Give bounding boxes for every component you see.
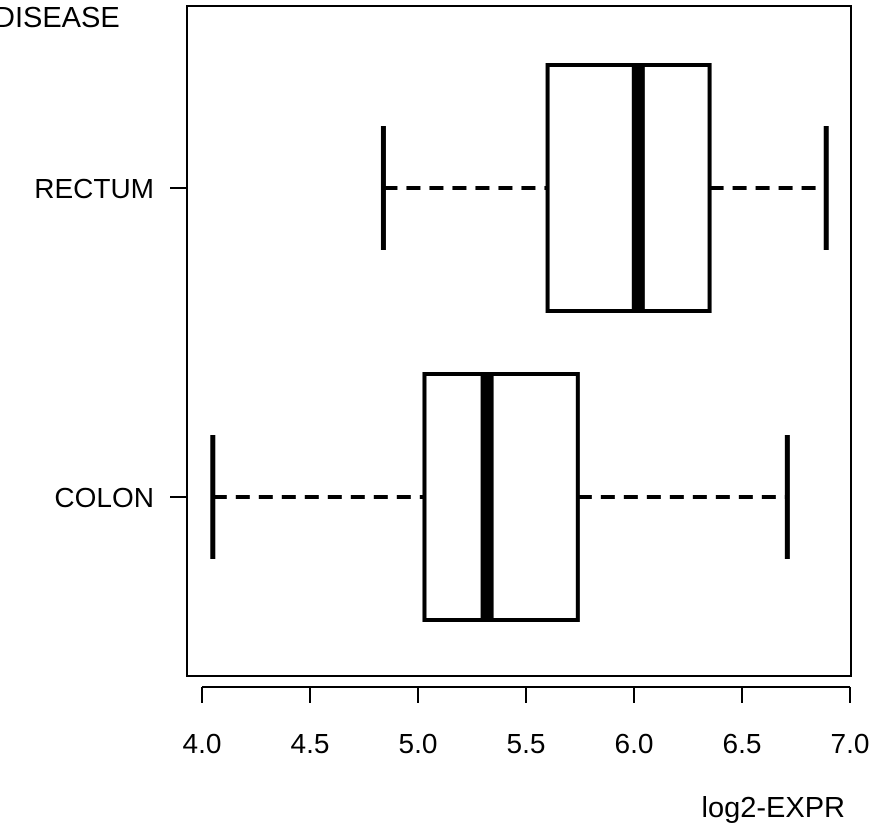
chart-title: DISEASE (0, 2, 120, 34)
iqr-box-rectum (545, 63, 712, 313)
x-tick-label: 6.0 (615, 728, 654, 759)
box-group (210, 63, 829, 622)
x-tick-label: 4.0 (183, 728, 222, 759)
x-tick-label: 4.5 (291, 728, 330, 759)
box-rectum (380, 63, 829, 313)
x-tick-label: 6.5 (723, 728, 762, 759)
x-tick-label: 5.5 (507, 728, 546, 759)
y-tick-label-colon: COLON (54, 482, 154, 513)
plot-frame (186, 5, 852, 677)
x-axis: 4.0 4.5 5.0 5.5 6.0 6.5 7.0 (183, 686, 870, 759)
x-tick-label: 5.0 (399, 728, 438, 759)
x-axis-label: log2-EXPR (702, 792, 845, 824)
iqr-box-colon (422, 372, 580, 622)
y-tick-label-rectum: RECTUM (34, 173, 154, 204)
box-colon (210, 372, 790, 622)
x-tick-label: 7.0 (831, 728, 870, 759)
y-axis: COLON RECTUM (34, 173, 187, 513)
